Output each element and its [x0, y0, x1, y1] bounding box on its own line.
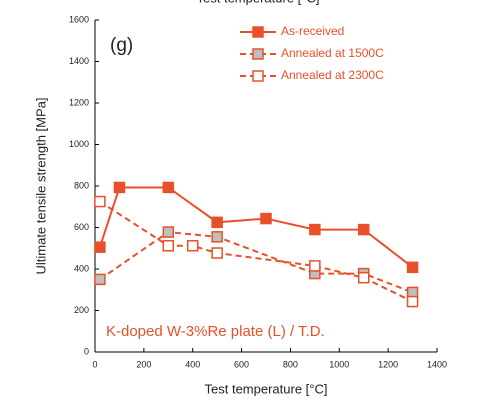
x-tick-label: 400 [185, 359, 200, 369]
marker [94, 273, 106, 286]
legend-marker [252, 26, 264, 38]
marker [113, 181, 126, 194]
marker [309, 223, 321, 236]
y-axis-label: Ultimate tensile strength [MPa] [33, 97, 48, 274]
marker [211, 231, 223, 243]
panel-label: (g) [110, 35, 133, 56]
marker [211, 247, 223, 259]
y-tick-label: 1200 [69, 97, 89, 107]
legend-label: Annealed at 2300C [281, 68, 384, 82]
marker [357, 223, 370, 236]
marker [162, 226, 175, 238]
y-tick-label: 1600 [69, 14, 89, 24]
y-tick-label: 600 [74, 222, 89, 232]
marker [260, 212, 272, 225]
x-tick-label: 0 [92, 359, 97, 369]
y-tick-label: 200 [74, 305, 89, 315]
marker [406, 261, 419, 274]
legend-label: As-received [281, 24, 344, 38]
marker [357, 271, 370, 284]
marker [309, 260, 321, 272]
y-tick-label: 0 [84, 346, 89, 356]
series-line [98, 186, 414, 269]
x-tick-label: 200 [136, 359, 151, 369]
y-tick-label: 1400 [69, 56, 89, 66]
marker [162, 240, 175, 252]
x-tick-label: 1400 [427, 359, 447, 369]
y-tick-label: 400 [74, 263, 89, 273]
legend-label: Annealed at 1500C [281, 46, 384, 60]
x-tick-label: 1000 [329, 359, 349, 369]
annotation: K-doped W-3%Re plate (L) / T.D. [106, 323, 325, 340]
y-tick-label: 800 [74, 180, 89, 190]
top-label: Test temperature [°C] [197, 0, 320, 5]
x-tick-label: 1200 [378, 359, 398, 369]
x-tick-label: 800 [283, 359, 298, 369]
marker [94, 195, 106, 208]
x-tick-label: 600 [234, 359, 249, 369]
marker [94, 241, 106, 253]
marker [162, 181, 175, 194]
x-axis-label: Test temperature [°C] [205, 381, 328, 396]
marker [186, 240, 199, 252]
marker [406, 295, 419, 308]
y-tick-label: 1000 [69, 139, 89, 149]
legend-marker [252, 48, 264, 60]
marker [211, 216, 223, 229]
legend-marker [252, 70, 264, 82]
series-line [99, 231, 413, 294]
